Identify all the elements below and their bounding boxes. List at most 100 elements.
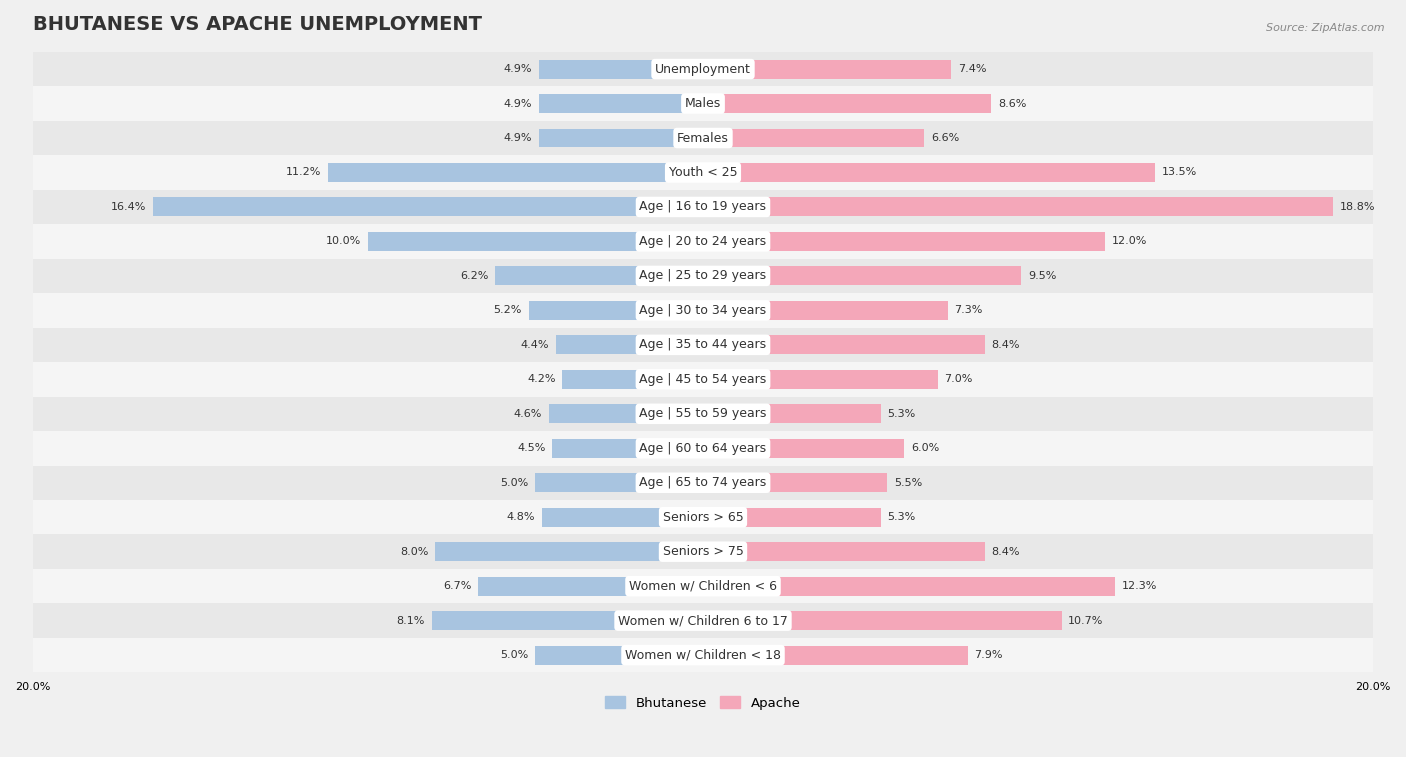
Text: Seniors > 75: Seniors > 75 (662, 545, 744, 558)
Text: 7.3%: 7.3% (955, 305, 983, 316)
Bar (703, 473, 887, 492)
Text: Women w/ Children 6 to 17: Women w/ Children 6 to 17 (619, 614, 787, 627)
Bar (703, 335, 984, 354)
Text: 12.0%: 12.0% (1112, 236, 1147, 247)
Text: 5.3%: 5.3% (887, 409, 915, 419)
Bar (432, 611, 703, 630)
Text: Age | 25 to 29 years: Age | 25 to 29 years (640, 269, 766, 282)
Text: 6.6%: 6.6% (931, 133, 959, 143)
Text: 7.0%: 7.0% (945, 374, 973, 385)
Bar (703, 163, 1156, 182)
Bar (32, 51, 1374, 86)
Text: 8.1%: 8.1% (396, 615, 425, 625)
Bar (32, 86, 1374, 121)
Bar (538, 94, 703, 113)
Bar (555, 335, 703, 354)
Text: Age | 16 to 19 years: Age | 16 to 19 years (640, 201, 766, 213)
Bar (32, 121, 1374, 155)
Text: BHUTANESE VS APACHE UNEMPLOYMENT: BHUTANESE VS APACHE UNEMPLOYMENT (32, 15, 482, 34)
Bar (703, 301, 948, 320)
Text: Males: Males (685, 97, 721, 110)
Bar (32, 328, 1374, 362)
Text: 4.9%: 4.9% (503, 98, 531, 108)
Text: 5.0%: 5.0% (501, 478, 529, 488)
Bar (703, 198, 1333, 217)
Bar (703, 129, 924, 148)
Text: 8.4%: 8.4% (991, 340, 1019, 350)
Text: 4.9%: 4.9% (503, 133, 531, 143)
Text: 4.2%: 4.2% (527, 374, 555, 385)
Bar (703, 439, 904, 458)
Bar (32, 397, 1374, 431)
Text: 6.0%: 6.0% (911, 444, 939, 453)
Text: 6.7%: 6.7% (443, 581, 472, 591)
Text: 5.3%: 5.3% (887, 512, 915, 522)
Bar (703, 508, 880, 527)
Bar (553, 439, 703, 458)
Text: Age | 20 to 24 years: Age | 20 to 24 years (640, 235, 766, 248)
Text: 4.8%: 4.8% (508, 512, 536, 522)
Text: 5.2%: 5.2% (494, 305, 522, 316)
Text: 10.0%: 10.0% (326, 236, 361, 247)
Bar (153, 198, 703, 217)
Text: Unemployment: Unemployment (655, 63, 751, 76)
Bar (32, 534, 1374, 569)
Bar (32, 603, 1374, 638)
Bar (703, 611, 1062, 630)
Text: 5.5%: 5.5% (894, 478, 922, 488)
Bar (703, 646, 967, 665)
Text: Age | 60 to 64 years: Age | 60 to 64 years (640, 442, 766, 455)
Bar (703, 60, 950, 79)
Bar (703, 232, 1105, 251)
Bar (32, 500, 1374, 534)
Text: Age | 35 to 44 years: Age | 35 to 44 years (640, 338, 766, 351)
Bar (32, 362, 1374, 397)
Text: Age | 45 to 54 years: Age | 45 to 54 years (640, 373, 766, 386)
Text: Youth < 25: Youth < 25 (669, 166, 737, 179)
Text: 4.5%: 4.5% (517, 444, 546, 453)
Text: 12.3%: 12.3% (1122, 581, 1157, 591)
Legend: Bhutanese, Apache: Bhutanese, Apache (600, 691, 806, 715)
Text: 8.4%: 8.4% (991, 547, 1019, 556)
Bar (703, 370, 938, 389)
Bar (32, 431, 1374, 466)
Text: 5.0%: 5.0% (501, 650, 529, 660)
Bar (32, 466, 1374, 500)
Text: 4.6%: 4.6% (513, 409, 543, 419)
Bar (703, 94, 991, 113)
Bar (703, 542, 984, 561)
Text: Age | 30 to 34 years: Age | 30 to 34 years (640, 304, 766, 317)
Bar (543, 508, 703, 527)
Text: Age | 55 to 59 years: Age | 55 to 59 years (640, 407, 766, 420)
Text: Seniors > 65: Seniors > 65 (662, 511, 744, 524)
Bar (703, 404, 880, 423)
Bar (434, 542, 703, 561)
Text: 8.6%: 8.6% (998, 98, 1026, 108)
Bar (538, 60, 703, 79)
Bar (495, 266, 703, 285)
Text: 7.4%: 7.4% (957, 64, 986, 74)
Text: Age | 65 to 74 years: Age | 65 to 74 years (640, 476, 766, 489)
Bar (328, 163, 703, 182)
Bar (529, 301, 703, 320)
Text: 9.5%: 9.5% (1028, 271, 1056, 281)
Bar (32, 293, 1374, 328)
Text: 10.7%: 10.7% (1069, 615, 1104, 625)
Bar (32, 155, 1374, 190)
Text: 16.4%: 16.4% (111, 202, 146, 212)
Text: Females: Females (678, 132, 728, 145)
Text: Source: ZipAtlas.com: Source: ZipAtlas.com (1267, 23, 1385, 33)
Text: Women w/ Children < 6: Women w/ Children < 6 (628, 580, 778, 593)
Bar (32, 224, 1374, 259)
Bar (703, 577, 1115, 596)
Text: Women w/ Children < 18: Women w/ Children < 18 (626, 649, 780, 662)
Text: 11.2%: 11.2% (285, 167, 321, 177)
Text: 8.0%: 8.0% (399, 547, 429, 556)
Bar (538, 129, 703, 148)
Bar (368, 232, 703, 251)
Bar (32, 638, 1374, 672)
Bar (32, 259, 1374, 293)
Text: 6.2%: 6.2% (460, 271, 488, 281)
Text: 7.9%: 7.9% (974, 650, 1002, 660)
Bar (562, 370, 703, 389)
